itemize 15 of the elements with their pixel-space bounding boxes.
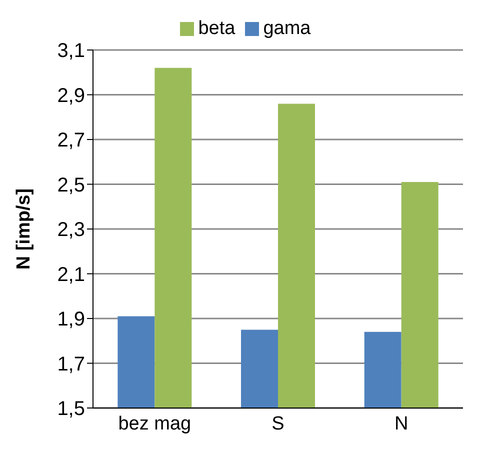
y-tick-label: 2,5 [57,174,85,196]
y-tick-label: 2,7 [57,130,85,152]
y-tick-label: 3,1 [57,40,85,62]
y-tick-label: 1,5 [57,398,85,420]
y-tick-label: 1,9 [57,308,85,331]
x-tick-label: N [394,413,408,434]
x-tick-label: S [272,413,284,434]
y-tick-label: 2,9 [57,84,85,107]
y-axis-title: N [imp/s] [14,188,35,270]
y-tick-label: 2,1 [57,264,85,286]
y-tick-label: 1,7 [57,353,85,376]
y-tick-label: 2,3 [57,219,85,242]
legend-label: gama [263,18,311,39]
x-tick-label: bez mag [118,413,192,434]
legend-label: beta [198,18,236,39]
